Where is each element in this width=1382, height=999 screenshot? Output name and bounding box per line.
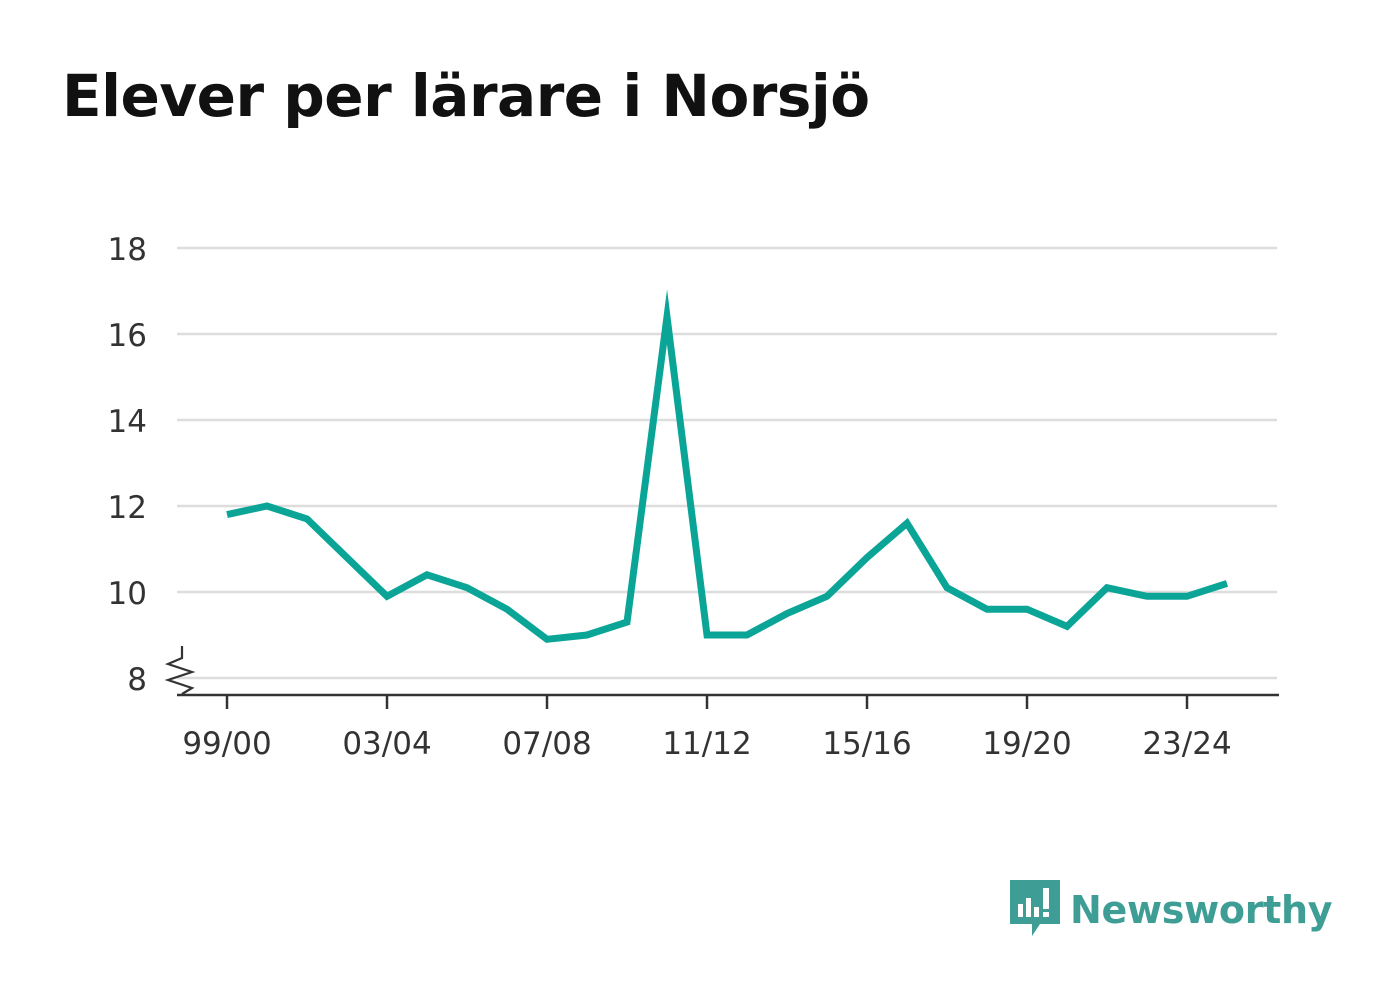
chart-title: Elever per lärare i Norsjö	[62, 62, 870, 130]
bar-chart-speech-bubble-icon	[1010, 880, 1060, 936]
x-tick-label: 03/04	[342, 726, 431, 762]
y-tick-label: 14	[108, 404, 147, 440]
x-tick-label: 19/20	[982, 726, 1071, 762]
grid-lines	[177, 246, 1277, 680]
y-tick-label: 12	[108, 490, 147, 526]
x-axis: 99/00 03/04 07/08 11/12 15/16 19/20 23/24	[164, 646, 1279, 762]
y-tick-label: 8	[127, 662, 147, 698]
y-tick-label: 10	[108, 576, 147, 612]
y-tick-label: 18	[108, 232, 147, 268]
axis-break-icon	[164, 646, 196, 695]
x-tick-label: 99/00	[182, 726, 271, 762]
x-tick-label: 07/08	[502, 726, 591, 762]
series-line	[226, 289, 1229, 643]
y-tick-label: 16	[108, 318, 147, 354]
x-tick-label: 11/12	[662, 726, 751, 762]
newsworthy-logo: Newsworthy	[1010, 880, 1333, 940]
x-tick-label: 15/16	[822, 726, 911, 762]
series-group	[226, 289, 1229, 643]
y-axis-ticks: 8 10 12 14 16 18	[108, 232, 147, 698]
x-tick-label: 23/24	[1142, 726, 1231, 762]
brand-name: Newsworthy	[1070, 888, 1333, 932]
